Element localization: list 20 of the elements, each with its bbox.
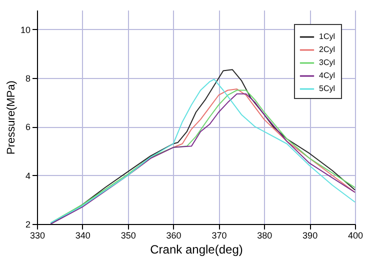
x-tick-label: 330 bbox=[30, 230, 46, 240]
y-axis-title: Pressure(MPa) bbox=[5, 80, 18, 154]
legend-label: 4Cyl bbox=[319, 71, 336, 80]
x-tick-label: 380 bbox=[257, 230, 272, 240]
x-axis-title: Crank angle(deg) bbox=[150, 242, 243, 256]
legend-label: 1Cyl bbox=[319, 32, 336, 41]
legend-label: 3Cyl bbox=[319, 58, 336, 67]
x-tick-label: 340 bbox=[75, 230, 90, 240]
x-tick-label: 350 bbox=[120, 230, 136, 240]
y-tick-label: 10 bbox=[20, 24, 30, 35]
y-tick-label: 2 bbox=[25, 220, 30, 230]
y-tick-label: 6 bbox=[25, 122, 30, 132]
x-tick-label: 370 bbox=[212, 230, 227, 240]
x-tick-label: 360 bbox=[166, 230, 182, 240]
y-tick-label: 8 bbox=[25, 74, 30, 84]
x-tick-label: 390 bbox=[302, 230, 318, 240]
legend-label: 2Cyl bbox=[319, 45, 336, 54]
y-tick-label: 4 bbox=[25, 170, 30, 181]
x-tick-label: 400 bbox=[348, 230, 364, 240]
legend-label: 5Cyl bbox=[319, 84, 336, 93]
